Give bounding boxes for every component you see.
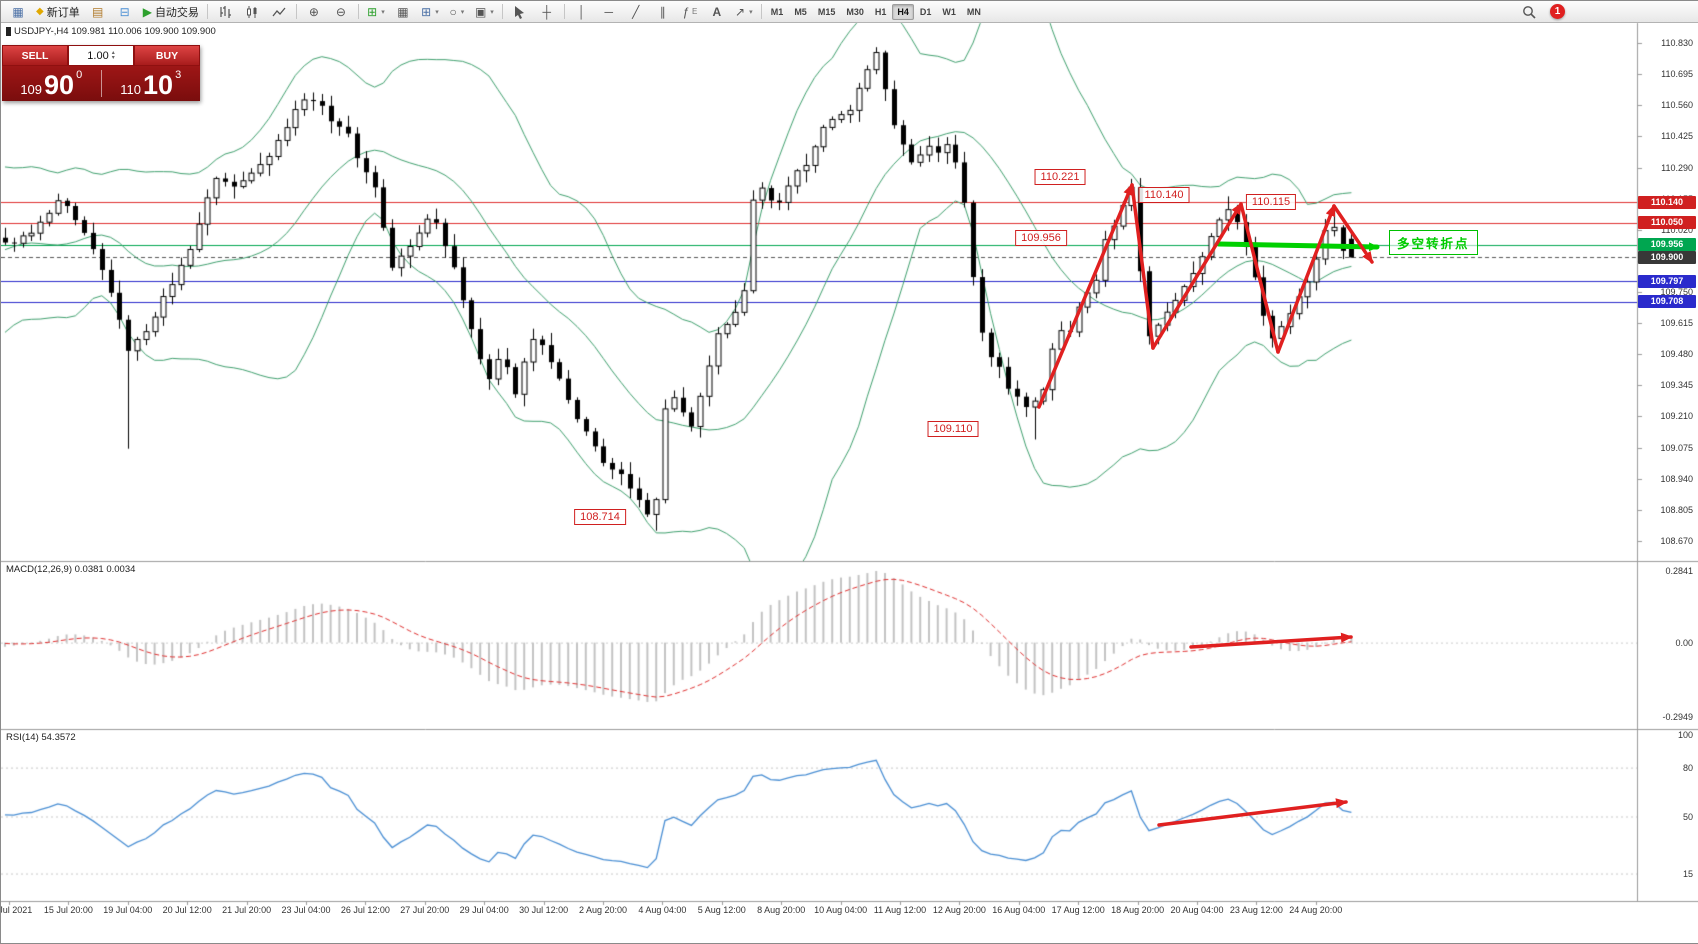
timeframe-button-h1[interactable]: H1	[874, 6, 887, 17]
candles-icon[interactable]	[239, 2, 265, 22]
timeframe-button-mn[interactable]: MN	[966, 6, 981, 17]
timeframe-button-m1[interactable]: M1	[770, 6, 784, 17]
hline-icon[interactable]: ─	[604, 4, 614, 19]
timeframe-button-m30[interactable]: M30	[846, 6, 864, 17]
bars-icon[interactable]	[212, 2, 238, 22]
arrow-tool-icon[interactable]: ↗ ▾	[735, 4, 753, 19]
vline-icon[interactable]: │	[578, 4, 586, 19]
autotrade-label: 自动交易	[154, 6, 199, 19]
channel-icon[interactable]: ∥	[659, 4, 666, 19]
symbol-chart-icon	[6, 27, 11, 36]
new-order-icon: ◆	[36, 5, 44, 17]
chart-symbol-info: USDJPY-,H4 109.981 110.006 109.900 109.9…	[6, 26, 216, 37]
line-chart-icon[interactable]	[266, 2, 292, 22]
autotrade-button[interactable]: ▶ 自动交易	[139, 2, 203, 22]
cursor-icon[interactable]	[507, 2, 533, 22]
volume-up-icon[interactable]: ▴	[111, 49, 115, 56]
new-chart-icon[interactable]: ⊞ ▾	[421, 4, 439, 19]
zoom-out-icon[interactable]: ⊖	[335, 4, 346, 19]
trendline-icon[interactable]: ╱	[632, 4, 640, 19]
volume-input[interactable]: 1.00 ▴ ▾	[68, 45, 134, 66]
buy-button[interactable]: BUY	[134, 45, 200, 66]
timeframe-button-d1[interactable]: D1	[919, 6, 932, 17]
price-divider	[100, 70, 102, 97]
data-window-icon[interactable]: ⊟	[119, 4, 130, 19]
new-order-label: 新订单	[46, 6, 80, 19]
text-icon[interactable]: A	[712, 4, 722, 19]
volume-value: 1.00	[87, 49, 109, 62]
macd-indicator-label: MACD(12,26,9) 0.0381 0.0034	[6, 564, 136, 575]
volume-down-icon[interactable]: ▾	[111, 54, 115, 61]
one-click-trading-panel: SELL 1.00 ▴ ▾ BUY 109 90 0 110 10 3	[2, 45, 200, 101]
indicators-icon[interactable]: ⊞ ▾	[367, 4, 385, 19]
template-icon[interactable]: ▣ ▾	[474, 4, 494, 19]
symbol-ohlc-text: USDJPY-,H4 109.981 110.006 109.900 109.9…	[14, 26, 216, 37]
timeframe-bar: M1 M5 M15 M30 H1 H4 D1 W1 MN	[766, 3, 986, 20]
timeframe-button-m5[interactable]: M5	[794, 6, 807, 17]
timeframe-button-h4[interactable]: H4	[892, 3, 914, 20]
search-icon[interactable]	[1516, 2, 1542, 22]
sell-button[interactable]: SELL	[2, 45, 68, 66]
volume-stepper[interactable]: ▴ ▾	[111, 49, 115, 61]
toolbar: ▦ ◆ 新订单 ▤ ⊟ ▶ 自动交易 ⊕ ⊖ ⊞ ▾ ▦ ⊞ ▾ ○ ▾ ▣ ▾	[1, 1, 1698, 23]
period-icon[interactable]: ○ ▾	[449, 4, 465, 19]
timeframe-button-m15[interactable]: M15	[817, 6, 836, 17]
tile-windows-icon[interactable]: ▦	[397, 4, 409, 19]
notification-badge[interactable]: 1	[1550, 4, 1565, 19]
rsi-indicator-label: RSI(14) 54.3572	[6, 732, 76, 743]
layouts-icon[interactable]: ▤	[92, 4, 104, 19]
timeframe-button-w1[interactable]: W1	[942, 6, 956, 17]
window-icon[interactable]: ▦	[12, 4, 24, 19]
new-order-button[interactable]: ◆ 新订单	[32, 2, 84, 22]
buy-price[interactable]: 110 10 3	[120, 69, 182, 100]
sell-price[interactable]: 109 90 0	[20, 69, 83, 100]
zoom-in-icon[interactable]: ⊕	[308, 4, 319, 19]
crosshair-icon[interactable]: ┼	[542, 4, 552, 19]
autotrade-icon: ▶	[142, 4, 152, 19]
